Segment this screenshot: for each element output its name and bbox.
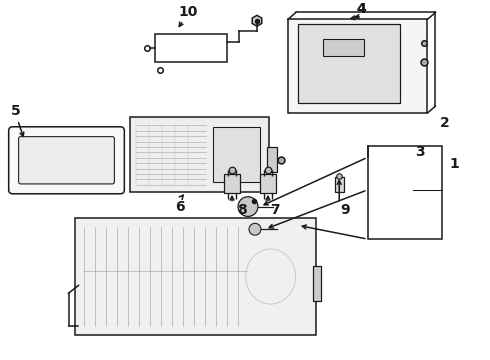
Text: 9: 9 — [340, 203, 349, 217]
Bar — [155, 34, 227, 62]
Bar — [288, 19, 427, 113]
Bar — [298, 24, 399, 103]
Text: 1: 1 — [449, 157, 459, 171]
Text: 8: 8 — [237, 203, 247, 217]
Text: 4: 4 — [357, 1, 367, 15]
Bar — [335, 177, 343, 192]
Text: 2: 2 — [440, 116, 449, 130]
FancyBboxPatch shape — [260, 174, 275, 193]
Bar — [213, 127, 260, 182]
Bar — [267, 147, 277, 172]
Text: 10: 10 — [178, 5, 198, 19]
Text: 3: 3 — [415, 145, 424, 159]
Text: 5: 5 — [11, 104, 21, 118]
Polygon shape — [252, 15, 262, 26]
Text: 4: 4 — [357, 1, 367, 15]
FancyBboxPatch shape — [224, 174, 240, 193]
FancyBboxPatch shape — [9, 127, 124, 194]
Circle shape — [238, 197, 258, 216]
FancyBboxPatch shape — [130, 117, 269, 192]
Bar — [313, 266, 321, 301]
Text: 7: 7 — [270, 203, 280, 217]
FancyBboxPatch shape — [75, 219, 316, 335]
Text: 6: 6 — [175, 199, 185, 213]
Bar — [368, 145, 442, 239]
Bar — [323, 39, 364, 56]
Circle shape — [249, 223, 261, 235]
FancyBboxPatch shape — [19, 137, 114, 184]
